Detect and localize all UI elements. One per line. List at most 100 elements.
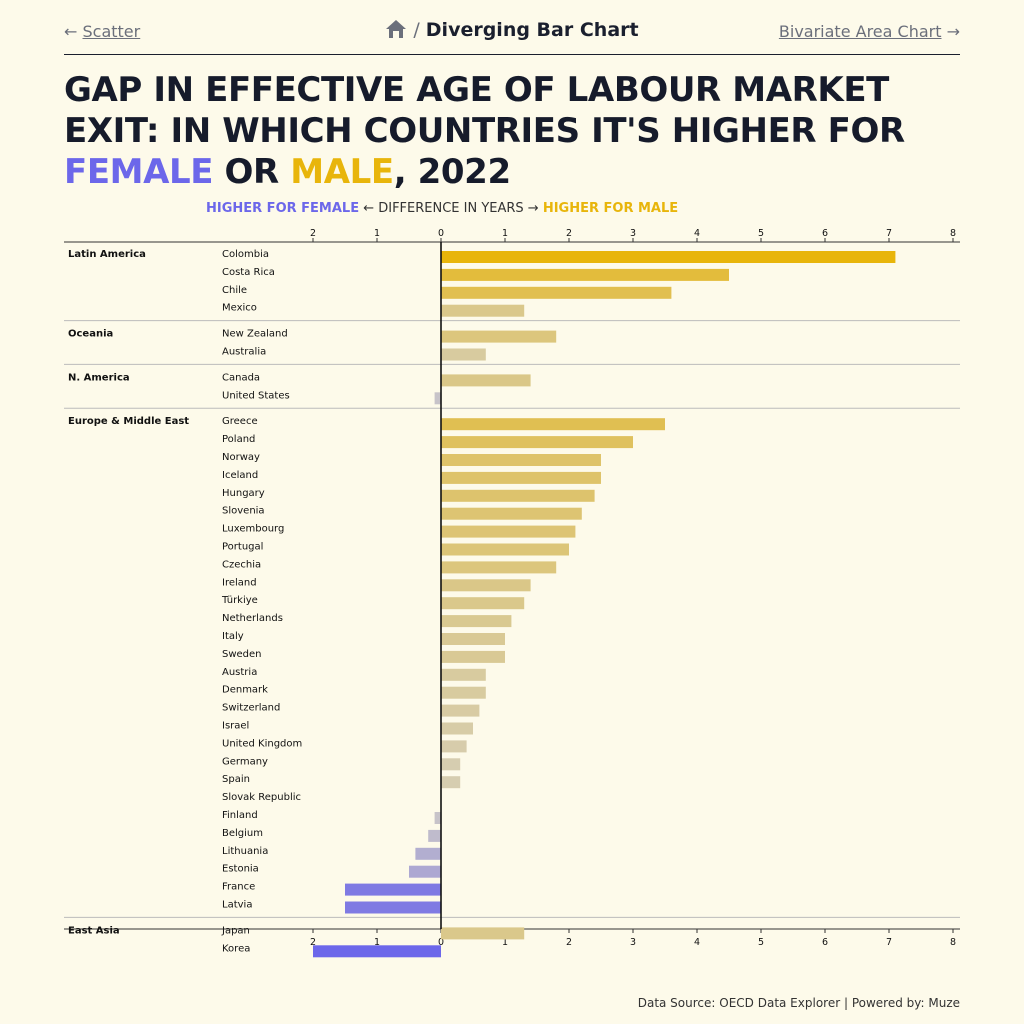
bar (434, 812, 441, 824)
country-label: France (222, 882, 255, 893)
country-label: Belgium (222, 828, 263, 839)
title-part1: Gap in effective age of labour market ex… (64, 70, 905, 151)
tick-label-bottom: 8 (950, 937, 956, 948)
country-label: Poland (222, 434, 255, 445)
tick-label-bottom: 2 (310, 937, 316, 948)
tick-label-top: 5 (758, 228, 764, 239)
bar (441, 758, 461, 771)
bar (441, 722, 473, 735)
prev-chart-label: Scatter (82, 22, 141, 41)
country-label: Spain (222, 774, 250, 785)
country-label: Iceland (222, 470, 258, 481)
tick-label-bottom: 1 (502, 937, 508, 948)
country-label: Ireland (222, 577, 257, 588)
prev-chart-link[interactable]: ← Scatter (64, 22, 140, 41)
bar (441, 348, 486, 361)
country-label: Estonia (222, 864, 259, 875)
country-label: Australia (222, 347, 266, 358)
bar (441, 561, 557, 574)
country-label: Costa Rica (222, 267, 275, 278)
country-label: Netherlands (222, 613, 283, 624)
region-label: N. America (68, 372, 130, 383)
region-label: East Asia (68, 925, 120, 936)
chart-title: Gap in effective age of labour market ex… (64, 70, 964, 193)
country-label: Finland (222, 810, 258, 821)
country-label: Italy (222, 631, 244, 642)
bar (441, 525, 576, 538)
country-label: Lithuania (222, 846, 268, 857)
home-icon[interactable] (385, 19, 407, 44)
bar (441, 615, 512, 628)
country-label: Mexico (222, 303, 257, 314)
tick-label-top: 2 (566, 228, 572, 239)
country-label: Chile (222, 285, 247, 296)
bar (441, 268, 729, 281)
country-label: Hungary (222, 488, 265, 499)
bar (441, 489, 595, 502)
region-label: Oceania (68, 329, 113, 340)
title-or: or (213, 152, 291, 192)
country-label: Latvia (222, 900, 252, 911)
tick-label-top: 3 (630, 228, 636, 239)
bar (441, 507, 582, 520)
country-label: United States (222, 390, 290, 401)
bar (441, 927, 525, 940)
bar (441, 374, 531, 387)
tick-label-bottom: 5 (758, 937, 764, 948)
country-label: United Kingdom (222, 738, 302, 749)
bar (441, 286, 672, 299)
tick-label-bottom: 7 (886, 937, 892, 948)
tick-label-bottom: 0 (438, 937, 444, 948)
bar (441, 633, 505, 645)
tick-label-top: 1 (502, 228, 508, 239)
tick-label-bottom: 3 (630, 937, 636, 948)
country-label: Norway (222, 452, 260, 463)
country-label: Greece (222, 416, 258, 427)
bar (441, 597, 525, 610)
tick-label-bottom: 4 (694, 937, 700, 948)
breadcrumb: / Diverging Bar Chart (64, 19, 960, 44)
page-title: Diverging Bar Chart (425, 19, 639, 41)
region-label: Latin America (68, 249, 146, 260)
bar (409, 865, 441, 878)
tick-label-top: 2 (310, 228, 316, 239)
tick-label-top: 6 (822, 228, 828, 239)
country-label: Japan (221, 925, 250, 936)
bar (428, 829, 441, 842)
arrow-left-icon: ← (64, 22, 78, 41)
top-nav: ← Scatter / Diverging Bar Chart Bivariate… (64, 14, 960, 55)
subtitle-male: HIGHER FOR MALE (542, 201, 679, 216)
arrow-right-icon: → (946, 22, 960, 41)
chart-subtitle: HIGHER FOR FEMALE ← DIFFERENCE IN YEARS … (206, 201, 678, 216)
tick-label-top: 1 (374, 228, 380, 239)
country-label: Germany (222, 756, 268, 767)
tick-label-top: 8 (950, 228, 956, 239)
country-label: Portugal (222, 542, 263, 553)
bar (441, 776, 461, 789)
next-chart-link[interactable]: Bivariate Area Chart → (779, 22, 960, 41)
country-label: Canada (222, 372, 260, 383)
tick-label-top: 4 (694, 228, 700, 239)
country-label: Colombia (222, 249, 269, 260)
country-label: Israel (222, 721, 249, 732)
bar (441, 471, 601, 484)
bar (441, 251, 896, 263)
diverging-bar-chart: 2 2 1 1 0 0 1 1 2 2 3 3 4 4 5 5 6 6 7 7 8 8 Latin America Colom… (64, 228, 960, 958)
breadcrumb-separator: / (413, 19, 420, 41)
bar (415, 847, 441, 860)
bar (441, 330, 557, 343)
tick-label-top: 7 (886, 228, 892, 239)
subtitle-middle: ← DIFFERENCE IN YEARS → (359, 201, 543, 216)
country-label: Sweden (222, 649, 262, 660)
bar (441, 579, 531, 592)
bar (345, 883, 441, 896)
bar (345, 901, 441, 914)
region-label: Europe & Middle East (68, 416, 189, 427)
country-label: Switzerland (222, 703, 280, 714)
country-label: Luxembourg (222, 524, 284, 535)
tick-label-bottom: 6 (822, 937, 828, 948)
bar (441, 704, 480, 717)
footer-source: Data Source: OECD Data Explorer | Powere… (637, 996, 960, 1010)
tick-label-bottom: 1 (374, 937, 380, 948)
bar (441, 686, 486, 699)
